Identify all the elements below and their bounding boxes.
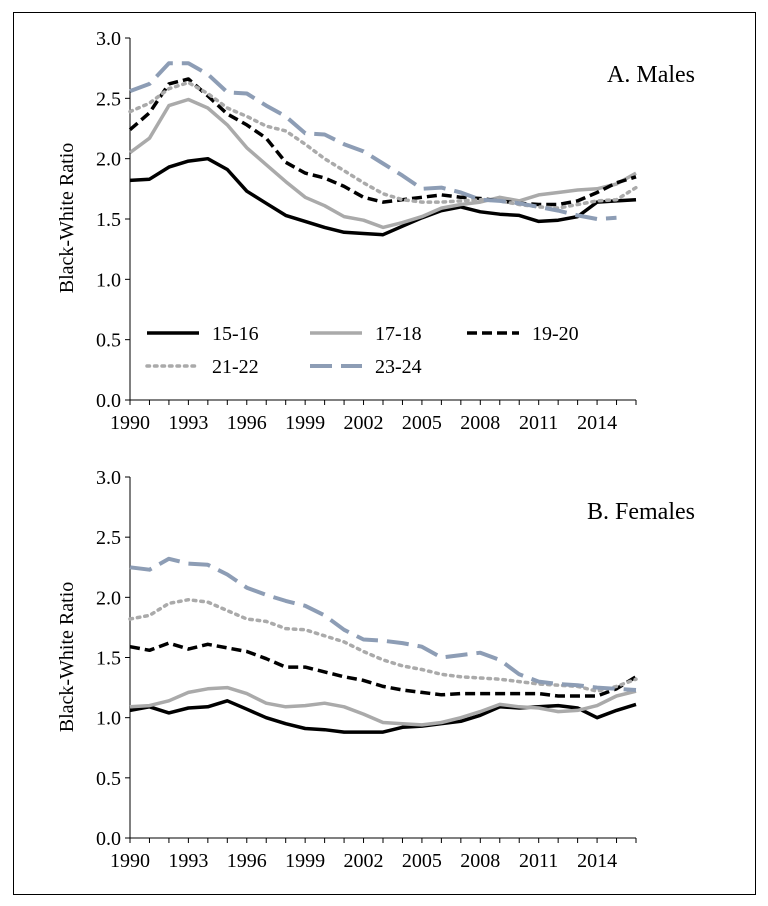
x-tick-label: 2005 [402,850,442,872]
y-tick-label: 0.5 [96,330,121,352]
series-line-15-16 [129,156,637,237]
panel-title: A. Males [607,62,695,88]
y-tick-label: 0.5 [96,768,121,790]
x-tick-label: 1990 [110,412,150,434]
figure-border [13,12,756,895]
x-tick-label: 2014 [577,850,617,872]
y-tick-label: 1.0 [96,708,121,730]
x-tick-label: 2008 [460,850,500,872]
x-tick-label: 1999 [285,412,325,434]
y-tick-label: 1.5 [96,648,121,670]
y-tick-label: 2.0 [96,149,121,171]
x-tick-label: 2011 [519,412,558,434]
series-lines [128,61,638,237]
x-tick-label: 1999 [285,850,325,872]
panel-title: B. Females [587,499,695,525]
x-tick-label: 2011 [519,850,558,872]
x-tick-label: 2005 [402,412,442,434]
y-axis-label: Black-White Ratio [56,143,78,294]
series-line-17-18 [128,97,637,230]
y-tick-label: 0.0 [96,828,121,850]
x-tick-label: 1990 [110,850,150,872]
axes: 0.0 0.5 1.0 1.5 2.0 2.5 3.0 1990 1993 1996 1999 200… [96,467,637,872]
y-tick-label: 1.5 [96,209,121,231]
y-tick-label: 2.0 [96,587,121,609]
y-tick-label: 3.0 [96,28,121,50]
y-tick-label: 3.0 [96,467,121,489]
x-tick-label: 1996 [227,850,267,872]
panel-females: B. Females Black-White Ratio 0.0 0.5 1.0 1.… [56,467,695,872]
panel-males: A. Males Black-White Ratio 0.0 0.5 1.0 1.5 2… [56,28,695,434]
legend-label-21-22: 21-22 [212,356,259,378]
y-axis-label: Black-White Ratio [56,582,78,733]
y-tick-label: 2.5 [96,527,121,549]
series-line-23-24 [129,61,617,221]
y-tick-label: 1.0 [96,269,121,291]
series-line-17-18 [129,685,637,727]
y-tick-label: 0.0 [96,390,121,412]
x-tick-label: 2002 [344,412,384,434]
x-tick-label: 2014 [577,412,617,434]
x-tick-label: 2002 [344,850,384,872]
x-tick-label: 2008 [460,412,500,434]
x-tick-label: 1993 [168,412,208,434]
axes: 0.0 0.5 1.0 1.5 2.0 2.5 3.0 1990 1993 1996 1999 200… [96,28,637,434]
y-tick-label: 2.5 [96,88,121,110]
legend-label-17-18: 17-18 [375,323,422,345]
series-line-23-24 [129,556,637,692]
legend-label-23-24: 23-24 [375,356,422,378]
series-line-19-20 [128,77,637,207]
legend-label-15-16: 15-16 [212,323,259,345]
legend: 15-16 17-18 19-20 21-22 23-24 [145,323,579,378]
x-tick-label: 1993 [168,850,208,872]
legend-label-19-20: 19-20 [532,323,579,345]
x-tick-label: 1996 [227,412,267,434]
series-lines [128,556,638,734]
series-line-19-20 [129,641,637,698]
series-line-15-16 [129,699,637,734]
